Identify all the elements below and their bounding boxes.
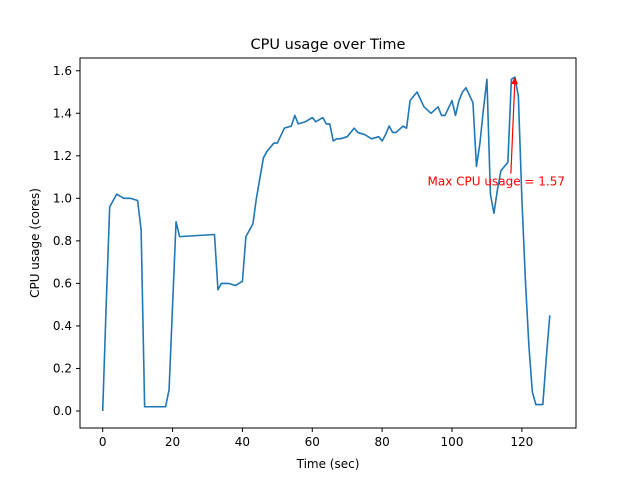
y-tick-label: 1.2 bbox=[53, 149, 72, 163]
axes-frame bbox=[79, 57, 577, 429]
chart-title: CPU usage over Time bbox=[251, 37, 406, 53]
x-tick-label: 0 bbox=[99, 435, 107, 449]
x-tick-label: 40 bbox=[235, 435, 250, 449]
y-tick-label: 0.0 bbox=[53, 404, 72, 418]
series-line-0 bbox=[101, 76, 551, 412]
x-axis-label: Time (sec) bbox=[296, 457, 360, 471]
plot-layer: Max CPU usage = 1.57 bbox=[101, 76, 565, 412]
y-tick-label: 0.6 bbox=[53, 276, 72, 290]
y-tick-label: 0.8 bbox=[53, 234, 72, 248]
x-tick-label: 120 bbox=[510, 435, 533, 449]
annotation-text: Max CPU usage = 1.57 bbox=[428, 175, 565, 189]
y-tick-label: 0.4 bbox=[53, 319, 72, 333]
y-tick-label: 1.0 bbox=[53, 191, 72, 205]
x-tick-label: 100 bbox=[441, 435, 464, 449]
y-tick-label: 1.4 bbox=[53, 106, 72, 120]
x-tick-label: 80 bbox=[375, 435, 390, 449]
x-tick-label: 20 bbox=[165, 435, 180, 449]
annotation-arrow-shaft bbox=[510, 80, 516, 174]
y-tick-label: 1.6 bbox=[53, 64, 72, 78]
annotation-arrow-head bbox=[511, 77, 519, 85]
y-tick-label: 0.2 bbox=[53, 361, 72, 375]
x-tick-label: 60 bbox=[305, 435, 320, 449]
y-axis-label: CPU usage (cores) bbox=[28, 188, 42, 298]
ticks-layer: 0 20 40 60 80 100 120 0.0 0.2 0.4 0.6 0.8 1.0 1.2 1.4 1… bbox=[53, 64, 533, 449]
